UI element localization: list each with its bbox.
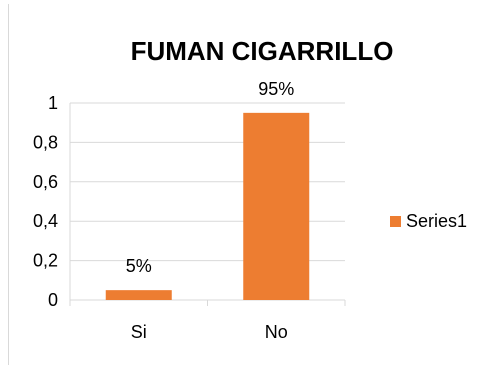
bar-si xyxy=(105,290,172,300)
legend-label-series1: Series1 xyxy=(406,211,467,231)
chart-title: FUMAN CIGARRILLO xyxy=(131,36,394,66)
legend: Series1 xyxy=(390,211,467,231)
y-tick-label: 0,4 xyxy=(33,211,58,231)
data-label-si: 5% xyxy=(126,256,152,276)
bar-no xyxy=(243,112,310,300)
x-axis-tick-labels: Si No xyxy=(131,322,288,342)
bars xyxy=(105,112,310,300)
x-tick-label-no: No xyxy=(265,322,288,342)
y-tick-label: 0,8 xyxy=(33,132,58,152)
legend-swatch-series1 xyxy=(390,216,401,227)
data-label-no: 95% xyxy=(258,79,294,99)
x-tick-label-si: Si xyxy=(131,322,147,342)
y-tick-label: 1 xyxy=(48,93,58,113)
y-axis-tick-labels: 0 0,2 0,4 0,6 0,8 1 xyxy=(33,93,58,310)
y-tick-label: 0,2 xyxy=(33,251,58,271)
y-tick-label: 0 xyxy=(48,290,58,310)
y-tick-label: 0,6 xyxy=(33,172,58,192)
data-labels: 5% 95% xyxy=(126,79,295,276)
